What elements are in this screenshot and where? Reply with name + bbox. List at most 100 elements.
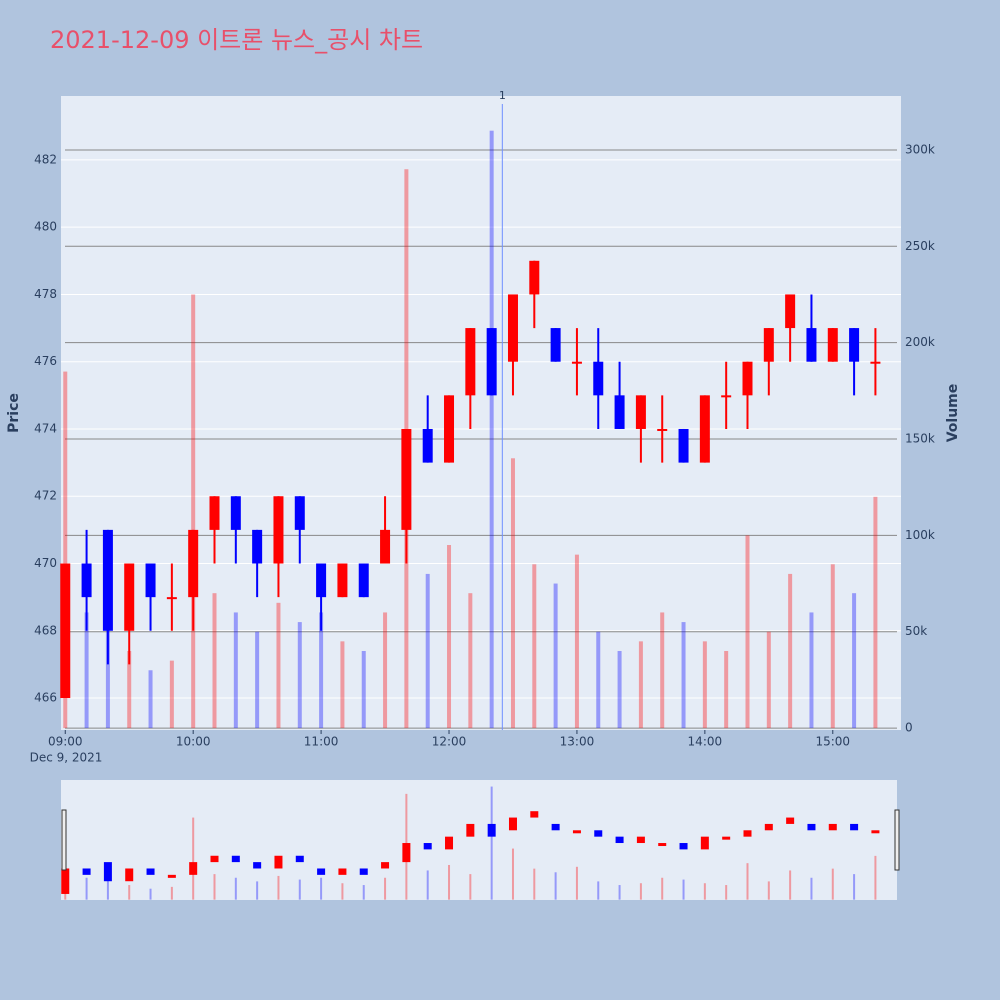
candle-body: [401, 428, 412, 530]
slider-candle: [530, 811, 539, 818]
volume-bar: [809, 612, 814, 729]
x-tick-label: 11:00: [304, 735, 339, 749]
slider-volume-bar: [426, 870, 429, 900]
y-tick-label: 468: [34, 623, 57, 637]
slider-volume-bar: [362, 885, 365, 900]
slider-candle: [253, 862, 262, 869]
volume-bar: [596, 631, 601, 729]
slider-volume-bar: [703, 883, 706, 900]
volume-bar: [788, 573, 793, 729]
volume-bar: [425, 573, 430, 729]
slider-candle: [636, 836, 645, 844]
volume-bar: [574, 554, 579, 729]
candle-body: [316, 563, 327, 598]
y-tick-label: 472: [34, 489, 57, 503]
candle-body: [785, 294, 796, 329]
slider-volume-bar: [767, 881, 770, 900]
candle-body: [166, 597, 177, 600]
slider-volume-bar: [810, 877, 813, 900]
volume-bar: [681, 622, 686, 729]
x-tick-label: 12:00: [432, 735, 467, 749]
y2-tick-label: 50k: [905, 624, 927, 638]
candle-body: [102, 529, 113, 631]
candle-body: [827, 328, 838, 362]
slider-candle: [764, 823, 773, 831]
volume-bar: [255, 631, 260, 729]
candle-body: [635, 395, 646, 429]
slider-volume-bar: [320, 877, 323, 900]
slider-candle: [487, 823, 496, 837]
slider-candle: [125, 868, 134, 882]
x-date-label: Dec 9, 2021: [30, 751, 103, 765]
candle-body: [465, 328, 476, 396]
slider-volume-bar: [533, 868, 536, 900]
slider-candle: [807, 823, 816, 831]
volume-bar: [63, 371, 68, 729]
slider-volume-bar: [639, 883, 642, 900]
volume-bar: [383, 612, 388, 729]
slider-volume-bar: [256, 881, 259, 900]
slider-volume-bar: [661, 877, 664, 900]
slider-candle: [295, 855, 304, 863]
candle-body: [849, 328, 860, 362]
volume-bar: [617, 650, 622, 729]
x-tick-label: 15:00: [815, 735, 850, 749]
candle-body: [699, 395, 710, 463]
slider-candle: [61, 868, 70, 894]
slider-volume-bar: [234, 877, 237, 900]
slider-candle: [338, 868, 347, 875]
candle-body: [806, 328, 817, 362]
y-tick-label: 476: [34, 354, 57, 368]
slider-candle: [743, 830, 752, 837]
slider-handle-left[interactable]: [61, 809, 67, 871]
candle-body: [294, 496, 305, 530]
candle-body: [124, 563, 135, 631]
y-tick-label: 478: [34, 287, 57, 301]
candle-body: [742, 361, 753, 396]
slider-candle: [871, 830, 880, 834]
slider-candle: [850, 823, 859, 831]
volume-bar: [724, 650, 729, 729]
slider-volume-bar: [874, 855, 877, 900]
slider-candle: [381, 862, 390, 869]
slider-volume-bar: [384, 877, 387, 900]
y-tick-label: 470: [34, 556, 57, 570]
volume-bar: [489, 130, 494, 729]
slider-volume-bar: [469, 874, 472, 900]
slider-handle-right[interactable]: [894, 809, 900, 871]
candle-body: [252, 529, 263, 564]
candle-body: [60, 563, 71, 699]
slider-volume-bar: [575, 866, 578, 900]
slider-candle: [508, 817, 517, 831]
volume-bar: [745, 535, 750, 729]
slider-candle: [615, 836, 624, 844]
candle-body: [593, 361, 604, 396]
volume-bar: [638, 641, 643, 729]
slider-candle: [103, 862, 112, 882]
volume-bar: [340, 641, 345, 729]
slider-volume-bar: [554, 872, 557, 900]
slider-candle: [722, 836, 731, 840]
slider-candle: [466, 823, 475, 837]
volume-bar: [468, 593, 473, 729]
slider-candle: [423, 843, 432, 850]
volume-bar: [660, 612, 665, 729]
candle-body: [337, 563, 348, 598]
range-slider[interactable]: [61, 780, 897, 900]
slider-volume-bar: [511, 848, 514, 900]
slider-candle: [658, 843, 667, 847]
volume-bar: [191, 294, 196, 729]
slider-candle: [359, 868, 368, 875]
slider-candle: [317, 868, 326, 875]
volume-bar: [447, 545, 452, 729]
y-tick-label: 480: [34, 220, 57, 234]
y2-axis-title: Volume: [945, 384, 961, 443]
slider-volume-bar: [597, 881, 600, 900]
slider-candle: [189, 862, 198, 875]
x-tick-label: 09:00: [48, 735, 83, 749]
slider-volume-bar: [746, 863, 749, 900]
volume-bar: [319, 612, 324, 729]
slider-candle: [146, 868, 155, 875]
slider-volume-bar: [149, 888, 152, 900]
